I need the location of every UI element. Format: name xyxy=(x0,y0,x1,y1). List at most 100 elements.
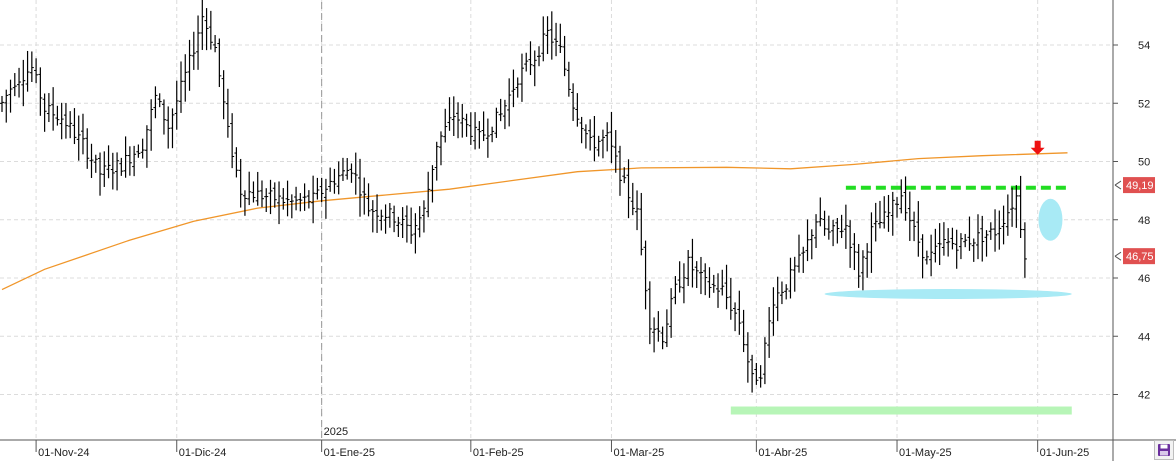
price-bar xyxy=(281,188,286,210)
price-bar xyxy=(187,39,192,91)
price-bar xyxy=(247,171,252,206)
price-bar xyxy=(873,202,878,242)
price-bar xyxy=(230,113,235,169)
price-bar xyxy=(963,233,968,248)
y-tick-label: 48 xyxy=(1138,215,1150,227)
price-bar xyxy=(626,159,631,219)
annotation-layer xyxy=(730,185,1072,415)
price-bar xyxy=(758,365,763,388)
save-button[interactable] xyxy=(1154,440,1174,460)
price-bar xyxy=(106,145,111,179)
price-bar xyxy=(792,256,797,292)
price-bar xyxy=(72,108,77,145)
x-tick-label: 01-Dic-24 xyxy=(179,447,227,459)
price-bar xyxy=(511,69,516,108)
price-bar xyxy=(664,309,669,348)
price-bar xyxy=(93,154,98,173)
price-bar xyxy=(481,111,486,142)
price-bar xyxy=(822,210,827,236)
price-bar xyxy=(409,207,414,244)
price-bar xyxy=(690,238,695,288)
price-bar xyxy=(903,176,908,221)
price-bar xyxy=(1010,187,1015,227)
price-bar xyxy=(839,214,844,239)
price-bar xyxy=(332,168,337,194)
price-bar xyxy=(950,227,955,250)
price-bar xyxy=(558,23,563,54)
price-bar xyxy=(694,261,699,288)
down-arrow-icon xyxy=(1030,140,1045,155)
price-bar xyxy=(997,210,1002,250)
price-bar xyxy=(617,145,622,196)
price-bar xyxy=(869,212,874,273)
price-bar xyxy=(140,138,145,159)
price-bar xyxy=(38,67,43,116)
price-bar xyxy=(34,58,39,84)
price-bar xyxy=(264,188,269,213)
price-bar xyxy=(460,103,465,138)
price-bar xyxy=(204,8,209,51)
price-bar xyxy=(796,234,801,273)
price-bar xyxy=(311,175,316,224)
x-tick-label: 01-May-25 xyxy=(899,447,952,459)
price-bar xyxy=(225,88,230,138)
price-bar xyxy=(421,200,426,233)
price-bar xyxy=(217,38,222,88)
grid-lines xyxy=(0,0,1113,440)
y-tick-label: 42 xyxy=(1138,390,1150,402)
price-bar xyxy=(818,197,823,227)
price-bar xyxy=(686,250,691,287)
price-bar xyxy=(515,77,520,98)
price-bar xyxy=(767,307,772,358)
price-bar xyxy=(656,311,661,342)
price-bar xyxy=(1014,185,1019,228)
price-bar xyxy=(438,131,443,166)
price-bar xyxy=(166,106,171,149)
price-bar xyxy=(336,161,341,195)
price-bar xyxy=(937,223,942,266)
price-bar xyxy=(362,177,367,215)
price-bar xyxy=(635,190,640,231)
price-bar xyxy=(456,102,461,139)
price-bar xyxy=(498,98,503,122)
price-bar xyxy=(68,111,73,139)
price-bar xyxy=(494,107,499,138)
highlight-ellipse xyxy=(824,289,1072,300)
price-bar xyxy=(750,354,755,393)
y-tick-label: 44 xyxy=(1138,331,1150,343)
price-bar xyxy=(711,274,716,293)
price-bar xyxy=(447,97,452,131)
price-bar xyxy=(89,143,94,178)
price-bar xyxy=(673,276,678,305)
price-bar xyxy=(259,180,264,208)
price-bar xyxy=(383,204,388,234)
price-bar xyxy=(809,229,814,260)
price-bar xyxy=(899,179,904,214)
price-bar xyxy=(805,219,810,262)
support-band xyxy=(730,406,1072,415)
price-bar xyxy=(848,220,853,268)
price-bar xyxy=(933,228,938,263)
price-bar xyxy=(132,145,137,177)
price-bar xyxy=(306,190,311,209)
year-label: 2025 xyxy=(324,426,348,438)
x-tick-label: 01-Jun-25 xyxy=(1040,447,1090,459)
price-bar xyxy=(277,181,282,225)
y-tick-label: 54 xyxy=(1138,40,1150,52)
price-bar xyxy=(477,121,482,149)
price-bar xyxy=(877,200,882,229)
price-bar xyxy=(1001,205,1006,245)
price-bar xyxy=(12,73,17,97)
price-bar xyxy=(537,46,542,67)
price-bar xyxy=(46,93,51,123)
price-bar xyxy=(272,182,277,208)
price-bar xyxy=(669,288,674,338)
price-bar xyxy=(328,167,333,192)
price-bar xyxy=(294,186,299,211)
price-bar xyxy=(468,112,473,145)
price-bar xyxy=(771,287,776,336)
price-bar xyxy=(392,205,397,233)
price-bar xyxy=(51,87,56,131)
price-bar xyxy=(200,0,205,50)
price-bar xyxy=(835,217,840,244)
